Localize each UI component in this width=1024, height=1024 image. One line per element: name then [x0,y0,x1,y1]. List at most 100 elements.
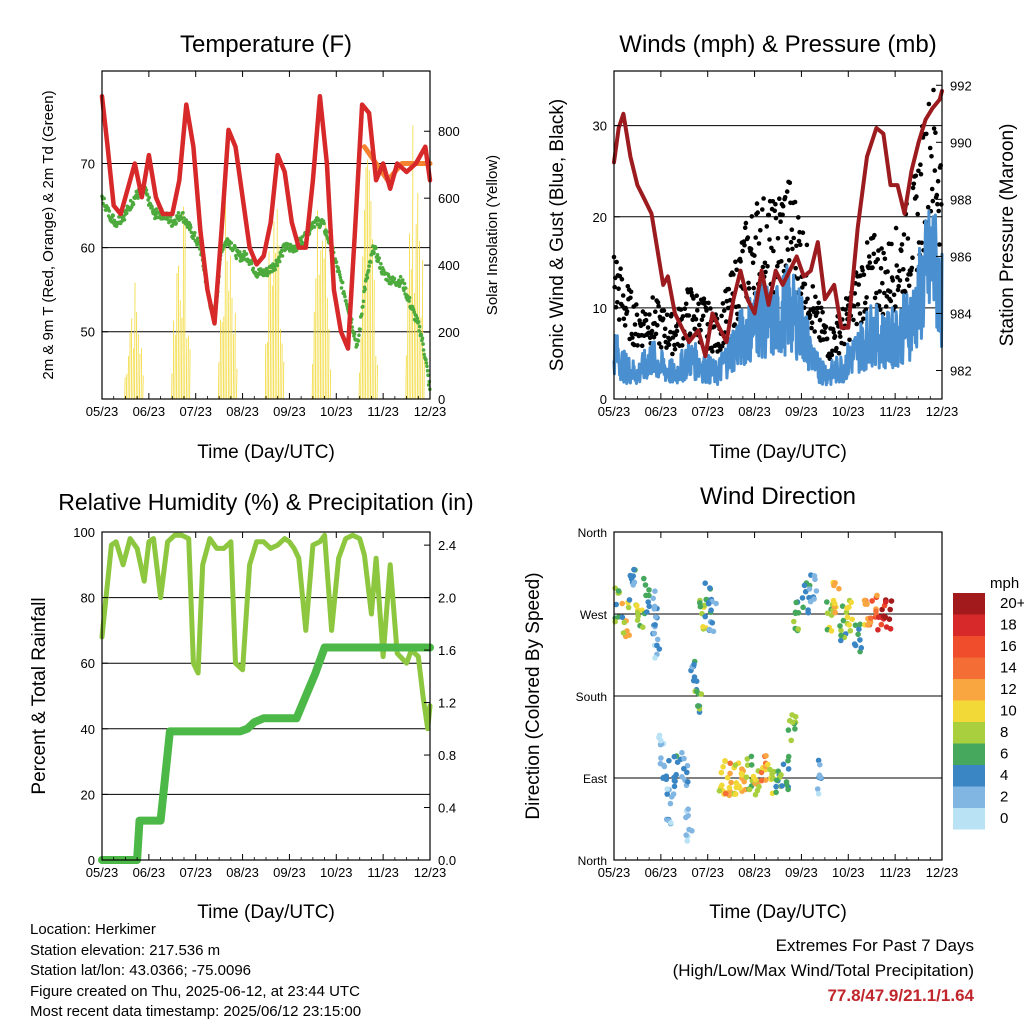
gust-point [694,293,699,299]
temp-ytick-label: 50 [81,325,95,340]
legend-swatch [953,636,985,658]
rh-xtick-label: 06/23 [133,865,166,880]
gust-point [879,246,884,251]
direction-point [710,628,717,635]
gust-point [792,199,798,205]
temp-2m-line [99,93,433,351]
direction-point [679,774,685,780]
gust-point [910,255,915,260]
gust-point [708,306,713,311]
direction-point [762,777,769,783]
gust-point [673,332,678,338]
direction-point [667,800,674,807]
station-pressure-line [612,89,944,359]
rh-xtick-label: 12/23 [414,865,447,880]
direction-point [791,618,797,625]
dewpoint-point [181,211,185,215]
direction-point [815,757,822,764]
direction-point [693,678,700,684]
gust-point [634,312,640,318]
gust-point [760,264,766,270]
dewpoint-point [233,245,238,250]
direction-point [795,626,801,632]
direction-point [612,618,618,625]
direction-xlabel: Time (Day/UTC) [709,902,847,923]
gust-point [656,303,661,309]
direction-point [855,631,861,638]
gust-point [647,335,653,341]
dewpoint-point [106,206,110,210]
gust-point [872,295,878,301]
direction-point [650,595,656,602]
temp-2m-series [99,93,433,351]
dewpoint-point [421,342,425,346]
dewpoint-point [124,208,128,212]
dewpoint-point [131,202,136,207]
gust-point [933,130,938,135]
direction-point [805,609,811,616]
gust-point [899,248,904,254]
gust-point [871,251,877,257]
gust-point [658,345,664,350]
legend-title: mph [990,575,1019,592]
direction-point [783,779,790,785]
gust-point [829,352,835,358]
gust-point [823,324,829,330]
gust-point [804,242,810,248]
gust-point [748,246,754,252]
gust-point [745,235,751,240]
rh-xtick-label: 10/23 [320,865,353,880]
gust-point [820,310,825,315]
gust-point [660,316,666,322]
gust-point [614,259,619,265]
dewpoint-point [192,233,196,238]
gust-point [782,195,788,200]
dewpoint-point [111,213,115,218]
direction-point [709,620,716,626]
dewpoint-point [153,216,157,221]
dewpoint-point [401,278,405,282]
legend-label: 4 [1000,767,1008,784]
gust-point [763,269,768,275]
gust-point [766,212,772,218]
direction-point [847,628,854,634]
direction-point [664,791,670,797]
dewpoint-point [417,324,422,329]
legend-label: 2 [1000,789,1008,806]
wind-ytick-label: 0 [600,392,607,407]
direction-point [789,712,795,718]
gust-point [817,317,823,323]
direction-point [700,624,706,630]
dir-xtick-label: 05/23 [598,865,631,880]
dewpoint-point [338,272,342,277]
humidity-precip-panel: Relative Humidity (%) & Precipitation (i… [29,489,474,923]
gust-point [929,154,934,159]
direction-point [658,755,664,761]
direction-point [645,599,651,605]
dewpoint-point [102,196,106,201]
gust-point [700,313,706,319]
dewpoint-point [234,256,239,261]
direction-point [641,575,647,582]
direction-point [828,628,835,634]
dewpoint-point [416,320,421,324]
direction-point [651,606,657,612]
gust-point [934,192,940,198]
gust-point [924,131,929,137]
gust-point [880,280,885,286]
gust-point [910,185,916,191]
direction-point [838,637,844,644]
direction-point [769,775,776,782]
dewpoint-point [114,224,119,229]
dewpoint-point [422,352,427,357]
gust-point [752,253,757,258]
precip-ytick-label: 1.2 [438,696,456,711]
direction-point [666,757,672,764]
dewpoint-point [174,221,178,226]
pressure-ytick-label: 982 [950,363,972,378]
direction-point [858,645,865,651]
gust-point [872,232,877,238]
gust-point [672,346,678,352]
gust-point [635,343,640,348]
